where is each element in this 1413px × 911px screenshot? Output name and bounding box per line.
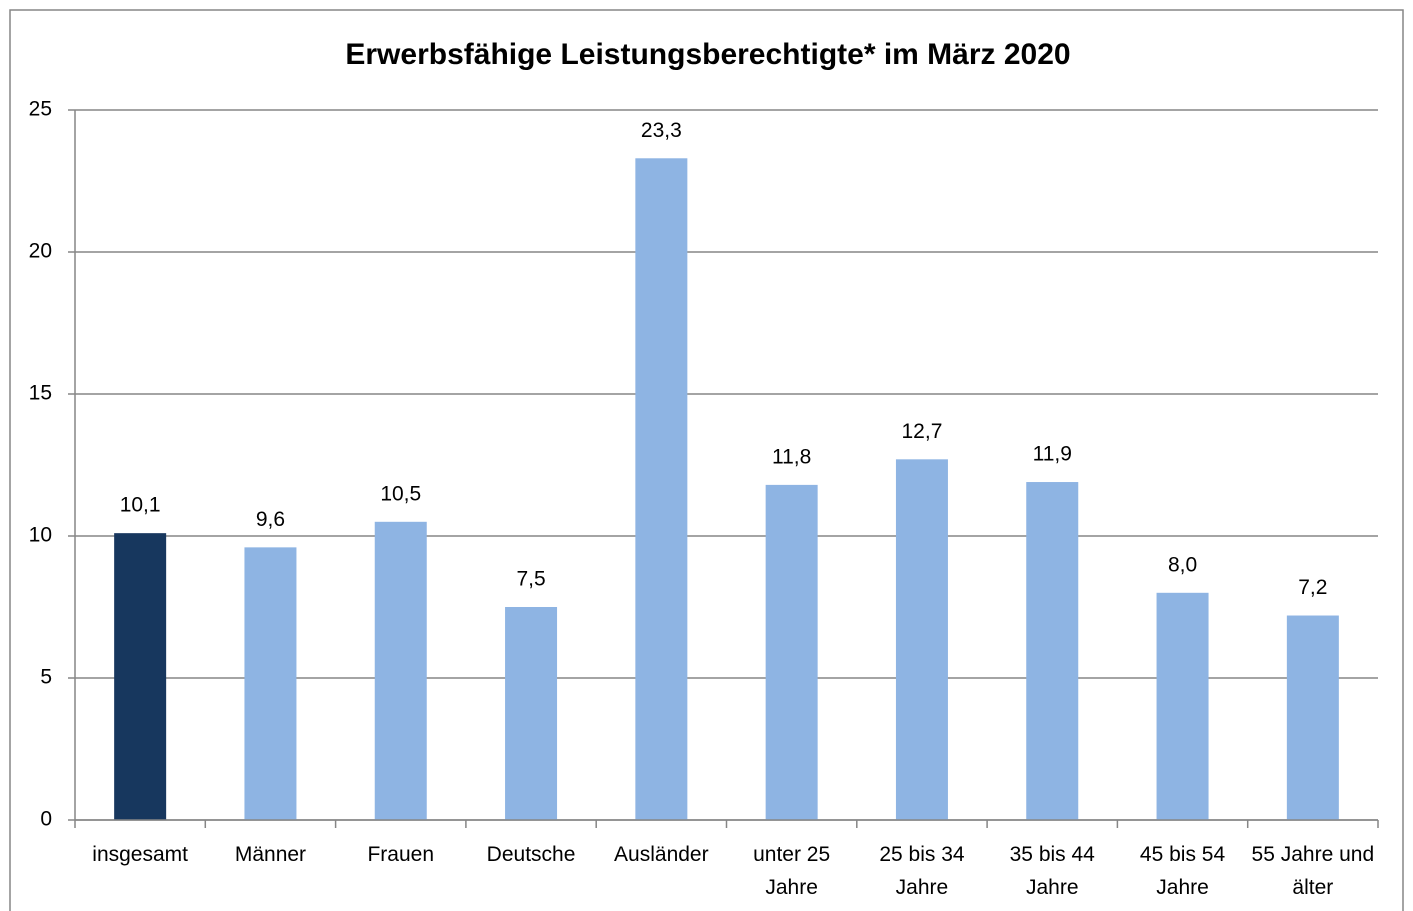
value-label: 8,0 [1168, 553, 1197, 576]
value-label: 11,8 [772, 445, 811, 468]
bar [244, 547, 297, 820]
x-tick-label: 55 Jahre und älter [1251, 843, 1375, 899]
x-tick-label: Frauen [367, 843, 435, 866]
y-tick-label: 10 [29, 524, 52, 547]
value-label: 11,9 [1033, 443, 1072, 466]
value-label: 9,6 [256, 508, 285, 531]
bar [505, 607, 558, 820]
x-tick-label: 35 bis 44 Jahre [1009, 843, 1095, 899]
y-tick-label: 15 [29, 382, 52, 405]
x-tick-label: Deutsche [486, 843, 576, 866]
value-label: 10,1 [120, 494, 161, 517]
bar [1026, 482, 1079, 820]
y-tick-label: 5 [40, 666, 52, 689]
value-label: 7,5 [516, 568, 545, 591]
bar [895, 459, 948, 820]
bar [1156, 592, 1209, 820]
value-label: 7,2 [1298, 576, 1327, 599]
bar [765, 484, 818, 820]
chart-title: Erwerbsfähige Leistungsberechtigte* im M… [345, 38, 1070, 71]
value-label: 10,5 [380, 482, 421, 505]
x-tick-label: Männer [234, 843, 307, 866]
value-label: 12,7 [902, 420, 943, 443]
x-tick-label: insgesamt [92, 843, 188, 866]
x-tick-label: Ausländer [614, 843, 709, 866]
x-tick-label: unter 25 Jahre [753, 843, 831, 899]
x-tick-label: 45 bis 54 Jahre [1139, 843, 1226, 899]
value-label: 23,3 [641, 119, 682, 142]
y-tick-label: 0 [40, 808, 52, 831]
y-tick-label: 25 [29, 98, 52, 121]
bar [1286, 615, 1339, 820]
bar [114, 533, 167, 820]
bar [374, 521, 427, 820]
y-tick-label: 20 [29, 240, 52, 263]
x-tick-label: 25 bis 34 Jahre [879, 843, 965, 899]
bar [635, 158, 688, 820]
